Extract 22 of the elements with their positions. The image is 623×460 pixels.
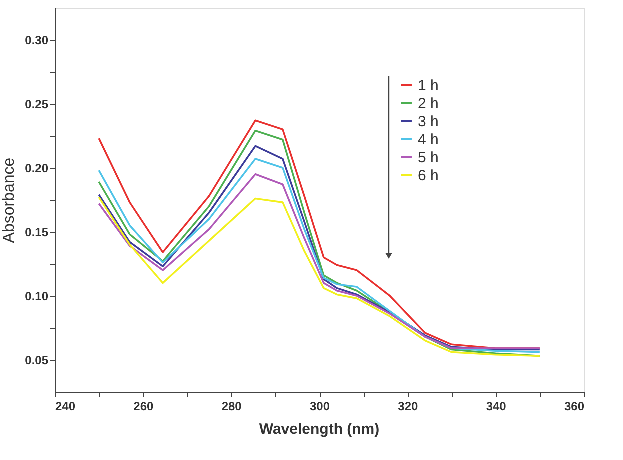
x-tick-label: 300 — [310, 400, 330, 414]
x-tick-label: 240 — [56, 400, 76, 414]
legend-label: 3 h — [418, 114, 439, 130]
x-tick-label: 260 — [134, 400, 154, 414]
x-tick-label: 340 — [486, 400, 507, 414]
legend-label: 2 h — [418, 96, 439, 112]
y-tick-label: 0.05 — [25, 354, 49, 368]
x-tick-label: 320 — [398, 400, 418, 414]
line-series — [98, 196, 541, 358]
y-tick-label: 0.25 — [25, 98, 49, 112]
legend-label: 4 h — [418, 132, 439, 148]
x-tick-label: 280 — [222, 400, 242, 414]
legend-label: 5 h — [418, 150, 439, 166]
y-tick-label: 0.30 — [25, 34, 49, 48]
legend-label: 6 h — [418, 168, 439, 184]
x-tick-label: 360 — [564, 400, 585, 414]
x-axis-title: Wavelength (nm) — [259, 421, 380, 438]
y-tick-label: 0.20 — [25, 162, 49, 176]
legend-label: 1 h — [418, 78, 439, 94]
y-tick-label: 0.10 — [25, 290, 49, 304]
y-axis-title: Absorbance — [1, 158, 18, 244]
y-tick-label: 0.15 — [25, 226, 49, 240]
